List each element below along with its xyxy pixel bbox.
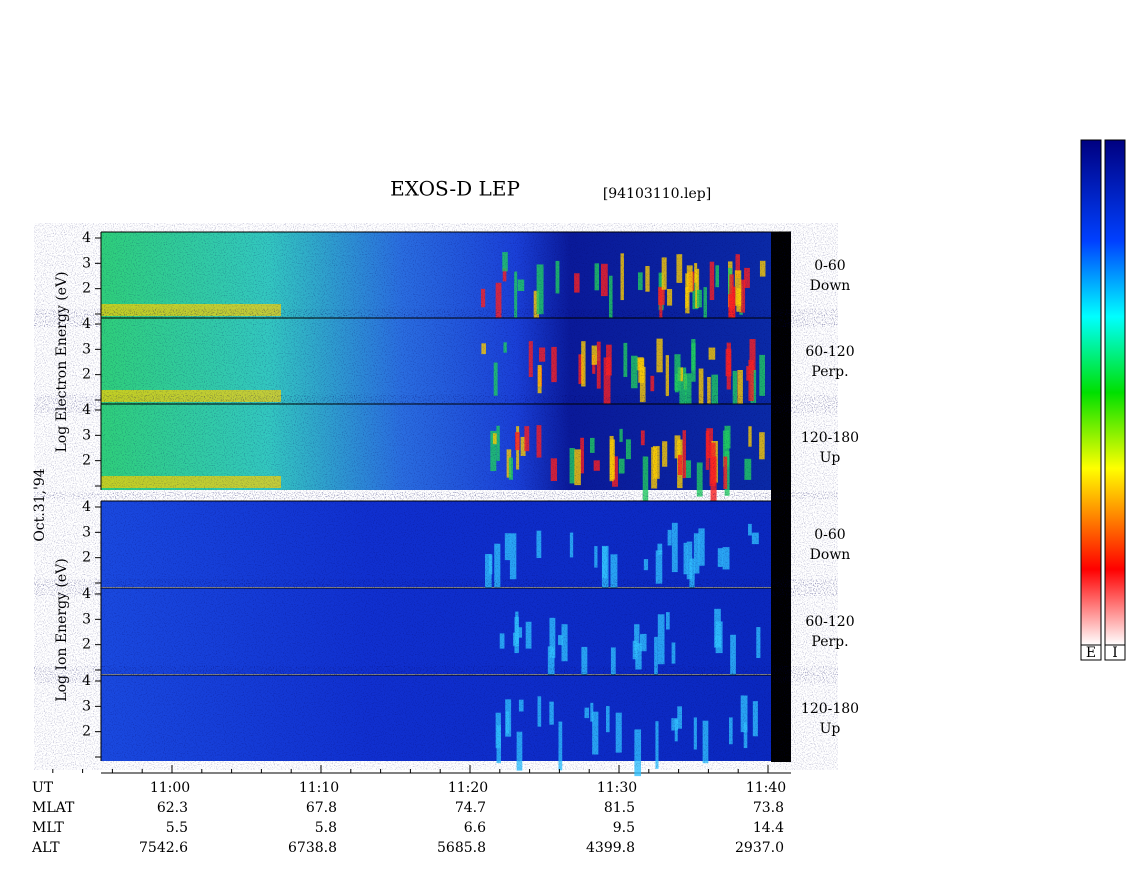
panel-direction: Up xyxy=(820,721,841,737)
ephemeris-value: 2937.0 xyxy=(735,840,784,856)
colorbar-label: I xyxy=(1112,645,1118,661)
colorbar-label-box xyxy=(1104,644,1126,661)
panel-range: 120-180 xyxy=(801,430,859,446)
y-tick-label: 3 xyxy=(82,698,91,714)
colorbar-label: E xyxy=(1086,645,1096,661)
ephemeris-name: UT xyxy=(32,780,54,796)
ephemeris-name: MLAT xyxy=(32,800,75,816)
ephemeris-value: 6738.8 xyxy=(288,840,337,856)
y-tick-label: 2 xyxy=(82,724,91,740)
file-name: [94103110.lep] xyxy=(603,186,711,202)
texture xyxy=(101,501,771,587)
ephemeris-value: 81.5 xyxy=(604,800,635,816)
y-tick-label: 4 xyxy=(82,673,91,689)
y-tick-label: 2 xyxy=(82,453,91,469)
ephemeris-value: 74.7 xyxy=(455,800,486,816)
ephemeris-value: 62.3 xyxy=(157,800,188,816)
panel-direction: Down xyxy=(810,547,851,563)
group-label: Log Ion Energy (eV) xyxy=(54,558,70,701)
y-tick-label: 4 xyxy=(82,230,91,246)
texture xyxy=(101,404,771,490)
group-label: Log Electron Energy (eV) xyxy=(54,271,70,452)
ephemeris-value: 5.8 xyxy=(315,820,337,836)
y-tick-label: 2 xyxy=(82,550,91,566)
texture xyxy=(101,588,771,674)
ephemeris-value: 6.6 xyxy=(464,820,486,836)
x-tick-label: 11:40 xyxy=(746,780,786,796)
texture xyxy=(101,232,771,318)
ephemeris-value: 5.5 xyxy=(166,820,188,836)
texture xyxy=(101,318,771,404)
ephemeris-name: ALT xyxy=(31,840,60,856)
panel-range: 60-120 xyxy=(805,344,854,360)
panel-direction: Down xyxy=(810,278,851,294)
ephemeris-value: 67.8 xyxy=(306,800,337,816)
chart-title: EXOS-D LEP xyxy=(390,177,520,201)
x-tick-label: 11:00 xyxy=(150,780,190,796)
ephemeris-value: 73.8 xyxy=(753,800,784,816)
ephemeris-value: 4399.8 xyxy=(586,840,635,856)
panel-range: 120-180 xyxy=(801,701,859,717)
y-tick-label: 4 xyxy=(82,402,91,418)
y-tick-label: 3 xyxy=(82,255,91,271)
y-tick-label: 3 xyxy=(82,341,91,357)
y-tick-label: 2 xyxy=(82,281,91,297)
panel-direction: Perp. xyxy=(811,364,848,380)
ephemeris-name: MLT xyxy=(32,820,64,836)
y-tick-label: 2 xyxy=(82,637,91,653)
ephemeris-value: 5685.8 xyxy=(437,840,486,856)
colorbar xyxy=(1104,139,1126,646)
date-label: Oct.31,'94 xyxy=(32,468,48,541)
no-data-band xyxy=(771,232,791,762)
y-tick-label: 2 xyxy=(82,367,91,383)
panel-range: 0-60 xyxy=(814,527,845,543)
y-tick-label: 4 xyxy=(82,316,91,332)
colorbar xyxy=(1080,139,1102,646)
ephemeris-value: 7542.6 xyxy=(139,840,188,856)
ephemeris-value: 14.4 xyxy=(753,820,784,836)
y-tick-label: 3 xyxy=(82,611,91,627)
x-tick-label: 11:30 xyxy=(597,780,637,796)
panel-range: 60-120 xyxy=(805,614,854,630)
panel-range: 0-60 xyxy=(814,258,845,274)
texture xyxy=(101,675,771,761)
x-tick-label: 11:10 xyxy=(299,780,339,796)
ephemeris-value: 9.5 xyxy=(613,820,635,836)
y-tick-label: 4 xyxy=(82,499,91,515)
panel-direction: Up xyxy=(820,450,841,466)
colorbar-label-box xyxy=(1080,644,1102,661)
y-tick-label: 4 xyxy=(82,586,91,602)
y-tick-label: 3 xyxy=(82,524,91,540)
x-tick-label: 11:20 xyxy=(448,780,488,796)
panel-direction: Perp. xyxy=(811,634,848,650)
y-tick-label: 3 xyxy=(82,427,91,443)
